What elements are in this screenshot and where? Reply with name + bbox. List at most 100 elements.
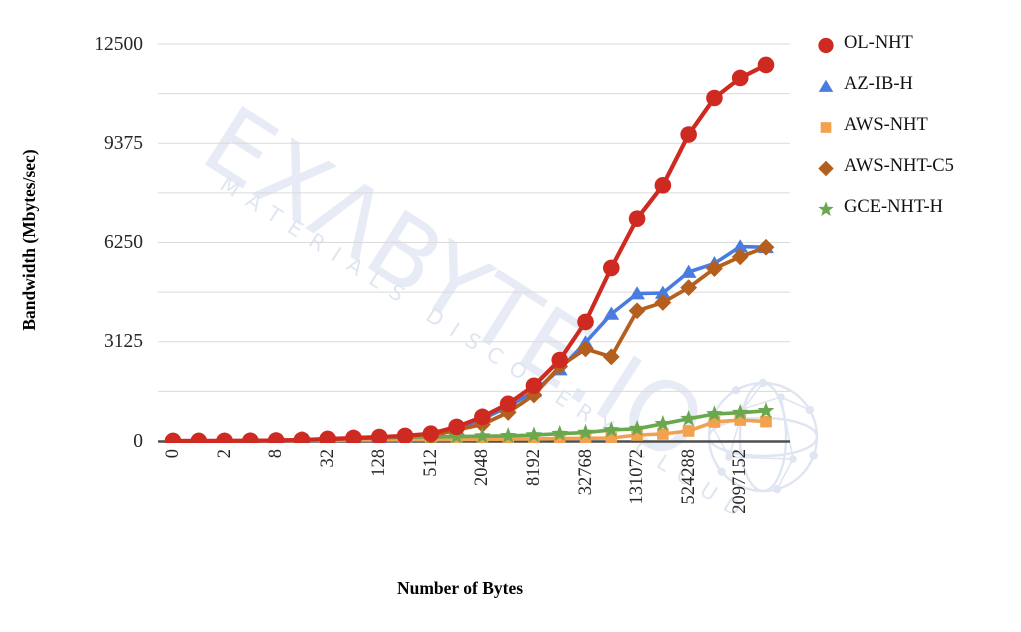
x-tick-label: 2048	[472, 449, 493, 486]
chart-legend: OL-NHT AZ-IB-H AWS-NHT AWS-NHT-C5 GCE-NHT-H	[813, 23, 954, 228]
star-marker	[499, 427, 517, 443]
triangle-marker	[732, 239, 749, 253]
triangle-marker	[629, 286, 645, 300]
series-AZ-IB-H	[167, 239, 774, 443]
circle-marker	[680, 126, 697, 143]
y-tick-label: 0	[133, 430, 143, 452]
square-marker	[708, 416, 721, 428]
diamond-marker	[818, 160, 834, 176]
x-tick-label: 8	[266, 449, 287, 459]
circle-marker	[757, 56, 775, 74]
globe-molecule-watermark-icon	[706, 378, 819, 494]
y-tick-label: 6250	[104, 232, 143, 253]
star-marker	[628, 419, 646, 436]
star-marker	[706, 405, 723, 422]
circle-marker	[731, 69, 749, 87]
star-marker	[602, 421, 620, 438]
circle-marker	[706, 89, 723, 107]
star-marker	[577, 423, 594, 440]
circle-marker	[603, 259, 620, 277]
x-tick-label: 8192	[523, 449, 544, 486]
diamond-marker	[602, 348, 620, 366]
y-tick-label: 3125	[104, 331, 143, 353]
circle-marker	[525, 377, 543, 395]
circle-legend-icon	[818, 37, 834, 53]
triangle-marker	[603, 306, 620, 320]
circle-marker	[242, 432, 259, 443]
square-marker	[734, 414, 747, 426]
legend-label: GCE-NHT-H	[844, 197, 944, 217]
circle-marker	[396, 427, 414, 443]
series-line-OL-NHT	[170, 62, 769, 443]
circle-marker	[422, 425, 440, 442]
circle-marker	[551, 351, 569, 369]
y-tick-label: 12500	[94, 33, 143, 55]
diamond-marker	[577, 340, 594, 358]
legend-label: AZ-IB-H	[844, 74, 913, 94]
star-marker	[551, 424, 569, 441]
square-marker	[657, 428, 669, 440]
square-marker	[631, 429, 643, 441]
circle-marker	[216, 432, 233, 443]
circle-marker	[577, 313, 594, 331]
star-marker	[525, 426, 543, 443]
star-marker	[757, 402, 775, 418]
series-OL-NHT	[164, 56, 775, 443]
diamond-legend-icon	[818, 160, 834, 176]
circle-marker	[319, 430, 336, 443]
circle-marker	[654, 177, 672, 194]
diamond-marker	[654, 294, 672, 311]
circle-marker	[293, 431, 311, 443]
series-line-AWS-NHT-C5	[171, 245, 768, 443]
legend-item-AWS-NHT: AWS-NHT	[813, 105, 954, 146]
x-axis-title: Number of Bytes	[396, 578, 524, 598]
triangle-marker	[654, 285, 671, 299]
circle-marker	[818, 37, 834, 53]
diamond-marker	[628, 302, 646, 320]
circle-marker	[164, 432, 182, 443]
legend-label: AWS-NHT	[844, 115, 928, 135]
x-tick-label: 131072	[627, 449, 648, 505]
diamond-marker	[731, 248, 749, 266]
square-marker	[682, 425, 695, 437]
x-tick-label: 32768	[575, 449, 596, 496]
series-line-AZ-IB-H	[171, 244, 768, 443]
diamond-marker	[680, 279, 698, 296]
series-layer	[164, 56, 775, 443]
triangle-legend-icon	[818, 79, 834, 92]
square-legend-icon	[820, 121, 832, 133]
x-tick-label: 2	[214, 449, 235, 459]
legend-label: OL-NHT	[844, 33, 913, 53]
circle-marker	[190, 432, 208, 443]
legend-item-GCE-NHT-H: GCE-NHT-H	[813, 187, 954, 228]
legend-label: AWS-NHT-C5	[844, 156, 954, 176]
star-marker	[680, 409, 698, 426]
star-marker	[474, 427, 491, 443]
legend-item-OL-NHT: OL-NHT	[813, 23, 954, 64]
circle-marker	[345, 429, 362, 443]
y-axis-title: Bandwidth (Mbytes/sec)	[19, 149, 39, 331]
circle-marker	[370, 428, 388, 443]
diamond-marker	[525, 386, 543, 404]
gridlines	[158, 43, 790, 392]
star-marker	[731, 403, 749, 420]
star-legend-icon	[818, 200, 834, 216]
diamond-marker	[706, 260, 723, 277]
x-tick-label: 524288	[678, 449, 699, 505]
x-tick-label: 512	[420, 449, 441, 477]
star-marker	[448, 427, 465, 443]
y-tick-label: 9375	[104, 132, 143, 154]
x-tick-label: 32	[317, 449, 338, 468]
square-marker	[579, 432, 592, 443]
circle-marker	[448, 418, 465, 436]
triangle-marker	[680, 264, 697, 278]
star-marker	[818, 200, 834, 216]
circle-marker	[267, 432, 285, 443]
triangle-marker	[818, 79, 834, 92]
circle-marker	[474, 408, 491, 426]
square-marker	[820, 121, 832, 133]
legend-item-AZ-IB-H: AZ-IB-H	[813, 64, 954, 105]
diamond-marker	[757, 238, 775, 256]
